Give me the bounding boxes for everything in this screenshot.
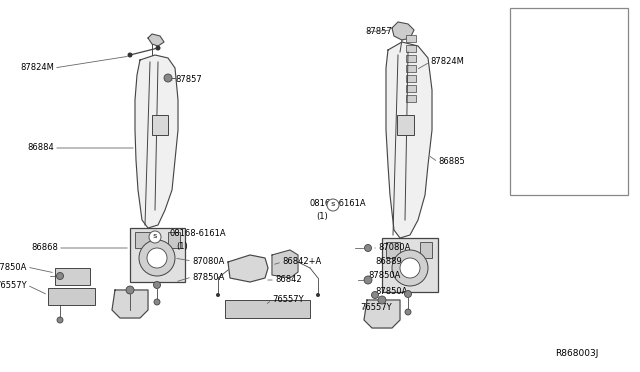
Circle shape: [57, 317, 63, 323]
Polygon shape: [386, 42, 432, 238]
Bar: [406, 75, 416, 82]
Text: S: S: [331, 202, 335, 208]
Text: 87850A: 87850A: [192, 273, 225, 282]
Text: 87857: 87857: [175, 76, 202, 84]
Polygon shape: [392, 22, 414, 40]
Circle shape: [154, 299, 160, 305]
Text: 87850A: 87850A: [375, 286, 408, 295]
Bar: [420, 242, 432, 258]
Circle shape: [327, 199, 339, 211]
Bar: [397, 115, 414, 135]
Bar: [386, 242, 400, 258]
Text: 08168-6161A: 08168-6161A: [310, 199, 367, 208]
Circle shape: [154, 282, 161, 289]
Text: 87824M: 87824M: [20, 64, 54, 73]
Polygon shape: [148, 34, 164, 46]
Bar: [382, 238, 438, 292]
Bar: [48, 288, 95, 305]
Text: B6848P: B6848P: [530, 13, 563, 22]
Polygon shape: [515, 143, 578, 175]
Bar: [168, 232, 180, 248]
Circle shape: [156, 45, 161, 51]
Bar: [406, 35, 416, 42]
Polygon shape: [135, 55, 178, 228]
Circle shape: [405, 309, 411, 315]
Text: 76557Y: 76557Y: [0, 280, 27, 289]
Circle shape: [378, 296, 386, 304]
Polygon shape: [364, 300, 400, 328]
Text: 87080A: 87080A: [378, 244, 410, 253]
Text: R868003J: R868003J: [555, 349, 598, 357]
Polygon shape: [112, 290, 148, 318]
Circle shape: [56, 273, 63, 279]
Polygon shape: [272, 250, 298, 278]
Bar: [406, 55, 416, 62]
Circle shape: [316, 293, 320, 297]
Circle shape: [126, 286, 134, 294]
Circle shape: [364, 276, 372, 284]
Bar: [55, 268, 90, 285]
Text: 86884: 86884: [28, 144, 54, 153]
Circle shape: [404, 291, 412, 298]
Bar: [406, 85, 416, 92]
Bar: [406, 65, 416, 72]
Circle shape: [164, 74, 172, 82]
Text: 86885: 86885: [438, 157, 465, 167]
Text: 76557Y: 76557Y: [360, 302, 392, 311]
Bar: [406, 95, 416, 102]
Text: 86842: 86842: [275, 276, 301, 285]
Text: 87824M: 87824M: [430, 58, 464, 67]
Circle shape: [147, 248, 167, 268]
Circle shape: [139, 240, 175, 276]
Text: 76557Y: 76557Y: [272, 295, 303, 305]
Circle shape: [216, 293, 220, 297]
Bar: [510, 8, 628, 195]
Circle shape: [400, 258, 420, 278]
Bar: [533, 30, 558, 55]
Text: (1): (1): [316, 212, 328, 221]
Bar: [152, 115, 168, 135]
Text: 86868: 86868: [31, 244, 58, 253]
Polygon shape: [228, 255, 268, 282]
Text: (1): (1): [176, 241, 188, 250]
Text: 86889: 86889: [375, 257, 402, 266]
Circle shape: [149, 231, 161, 243]
Bar: [225, 300, 310, 318]
Circle shape: [371, 292, 378, 298]
Text: S: S: [153, 234, 157, 240]
Circle shape: [365, 244, 371, 251]
Polygon shape: [525, 55, 565, 145]
Text: 08168-6161A: 08168-6161A: [170, 228, 227, 237]
Text: 86842+A: 86842+A: [282, 257, 321, 266]
Text: 87850A: 87850A: [368, 272, 401, 280]
Circle shape: [392, 250, 428, 286]
Text: <BELT EXTENDER>: <BELT EXTENDER>: [522, 26, 604, 35]
Circle shape: [127, 52, 132, 58]
Text: 87080A: 87080A: [192, 257, 225, 266]
Text: 87857: 87857: [365, 28, 392, 36]
Bar: [406, 45, 416, 52]
Circle shape: [551, 31, 559, 39]
Bar: [135, 232, 150, 248]
Bar: [130, 228, 185, 282]
Text: 87850A: 87850A: [0, 263, 27, 272]
